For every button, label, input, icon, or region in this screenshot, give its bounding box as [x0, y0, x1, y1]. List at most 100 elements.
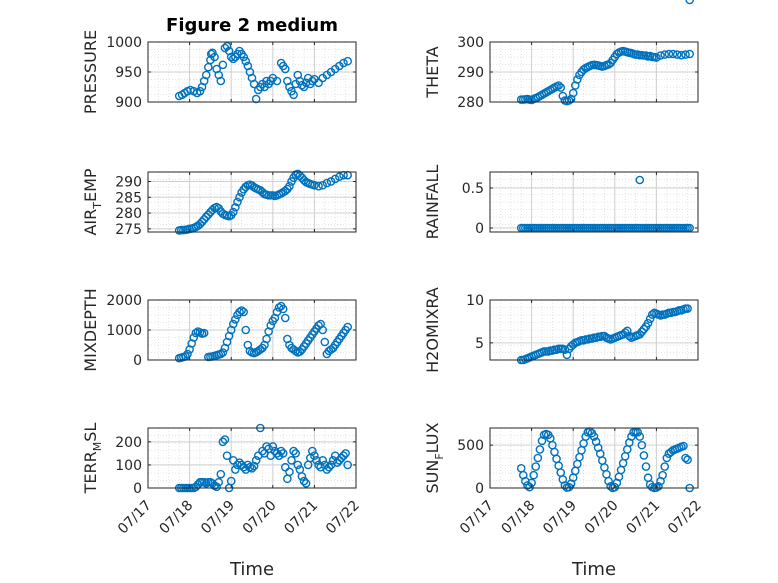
data-point: [568, 88, 578, 98]
y-tick-label: 300: [457, 35, 484, 51]
data-point: [656, 51, 665, 60]
data-point: [199, 328, 209, 338]
data-point: [262, 334, 271, 344]
data-point: [218, 348, 228, 357]
y-tick-label: 10: [466, 293, 484, 309]
data-point: [533, 453, 543, 463]
y-axis-label: PRESSURE: [81, 30, 100, 114]
y-tick-label: 280: [457, 95, 484, 111]
data-point: [289, 90, 298, 100]
y-axis-label-main: PRESSURE: [81, 30, 100, 114]
data-point: [339, 451, 348, 460]
y-tick-label: 0.5: [462, 181, 484, 197]
data-point: [564, 96, 574, 105]
data-point: [197, 217, 207, 227]
data-point: [314, 78, 323, 88]
data-point: [677, 50, 686, 60]
data-point: [218, 60, 228, 70]
y-tick-label: 285: [115, 190, 142, 206]
y-tick-label: 0: [133, 481, 142, 497]
data-point: [247, 464, 257, 473]
data-point: [639, 324, 649, 334]
data-point: [212, 482, 221, 492]
data-point: [633, 427, 642, 437]
data-point: [685, 0, 694, 5]
data-point: [228, 319, 238, 329]
y-tick-label: 900: [115, 95, 142, 111]
data-point: [231, 315, 240, 324]
axes-box: [489, 427, 699, 489]
data-point: [274, 451, 284, 460]
data-point: [635, 175, 645, 185]
data-point: [291, 449, 300, 458]
data-point: [308, 446, 317, 456]
data-point: [280, 313, 290, 323]
data-point: [251, 456, 261, 465]
data-point: [310, 180, 319, 190]
data-point: [328, 456, 338, 465]
data-point: [635, 432, 645, 441]
y-axis-label: THETA: [423, 46, 442, 98]
data-point: [322, 178, 332, 188]
data-point: [335, 172, 344, 182]
data-point: [343, 322, 352, 332]
data-point: [228, 54, 238, 64]
y-tick-label: 290: [457, 65, 484, 81]
data-point: [681, 453, 690, 463]
subplot-6: 5 10 H2OMIXRA: [423, 0, 699, 373]
data-point: [645, 314, 655, 324]
data-point: [216, 349, 226, 359]
data-point: [610, 482, 620, 492]
data-point: [268, 442, 278, 451]
data-point: [637, 327, 647, 337]
data-point: [276, 446, 286, 456]
data-point: [210, 52, 219, 62]
data-point: [529, 470, 538, 480]
data-point: [318, 180, 328, 190]
data-point: [266, 321, 276, 330]
data-point: [556, 83, 566, 92]
data-point: [222, 41, 232, 51]
data-point: [231, 465, 240, 474]
data-point: [235, 307, 244, 317]
data-point: [685, 49, 694, 59]
data-point: [662, 453, 672, 463]
y-tick-label: 275: [115, 222, 142, 238]
data-point: [226, 476, 236, 486]
subplot-4: 0 0.5 RAINFALL: [423, 165, 699, 240]
data-point: [318, 456, 328, 465]
y-tick-label: 280: [115, 206, 142, 222]
data-point: [558, 91, 568, 101]
axes-box: [147, 427, 357, 489]
data-point: [278, 304, 288, 314]
y-tick-label: 0: [475, 221, 484, 237]
y-axis-label-main: THETA: [423, 46, 442, 98]
x-axis-label-left: Time: [229, 559, 274, 580]
data-point: [189, 333, 199, 342]
y-axis-label-rest: EMP: [81, 168, 100, 202]
data-point: [222, 451, 232, 460]
data-point: [654, 481, 663, 491]
data-point: [295, 347, 305, 356]
y-tick-label: 1000: [106, 35, 142, 51]
data-point: [201, 212, 211, 222]
subplot-5: 0 1000 2000 MIXDEPTH: [81, 288, 357, 372]
y-axis-label-main: MIXDEPTH: [81, 288, 100, 371]
data-point: [531, 462, 541, 471]
data-point: [191, 328, 201, 338]
data-point: [639, 451, 649, 460]
y-axis-label-subscript: T: [91, 202, 104, 210]
data-point: [220, 435, 230, 444]
y-axis-label-main: RAINFALL: [423, 165, 442, 240]
y-axis-label-rest: LUX: [423, 422, 442, 453]
data-point: [237, 306, 246, 315]
data-point: [251, 94, 261, 104]
data-point: [239, 462, 248, 472]
data-point: [343, 56, 352, 66]
y-axis-label: SUNFLUX: [423, 422, 446, 493]
y-axis-label: H2OMIXRA: [423, 287, 442, 373]
data-point: [201, 70, 211, 80]
data-point: [330, 174, 340, 184]
y-axis-label-main: AIR: [81, 209, 100, 236]
